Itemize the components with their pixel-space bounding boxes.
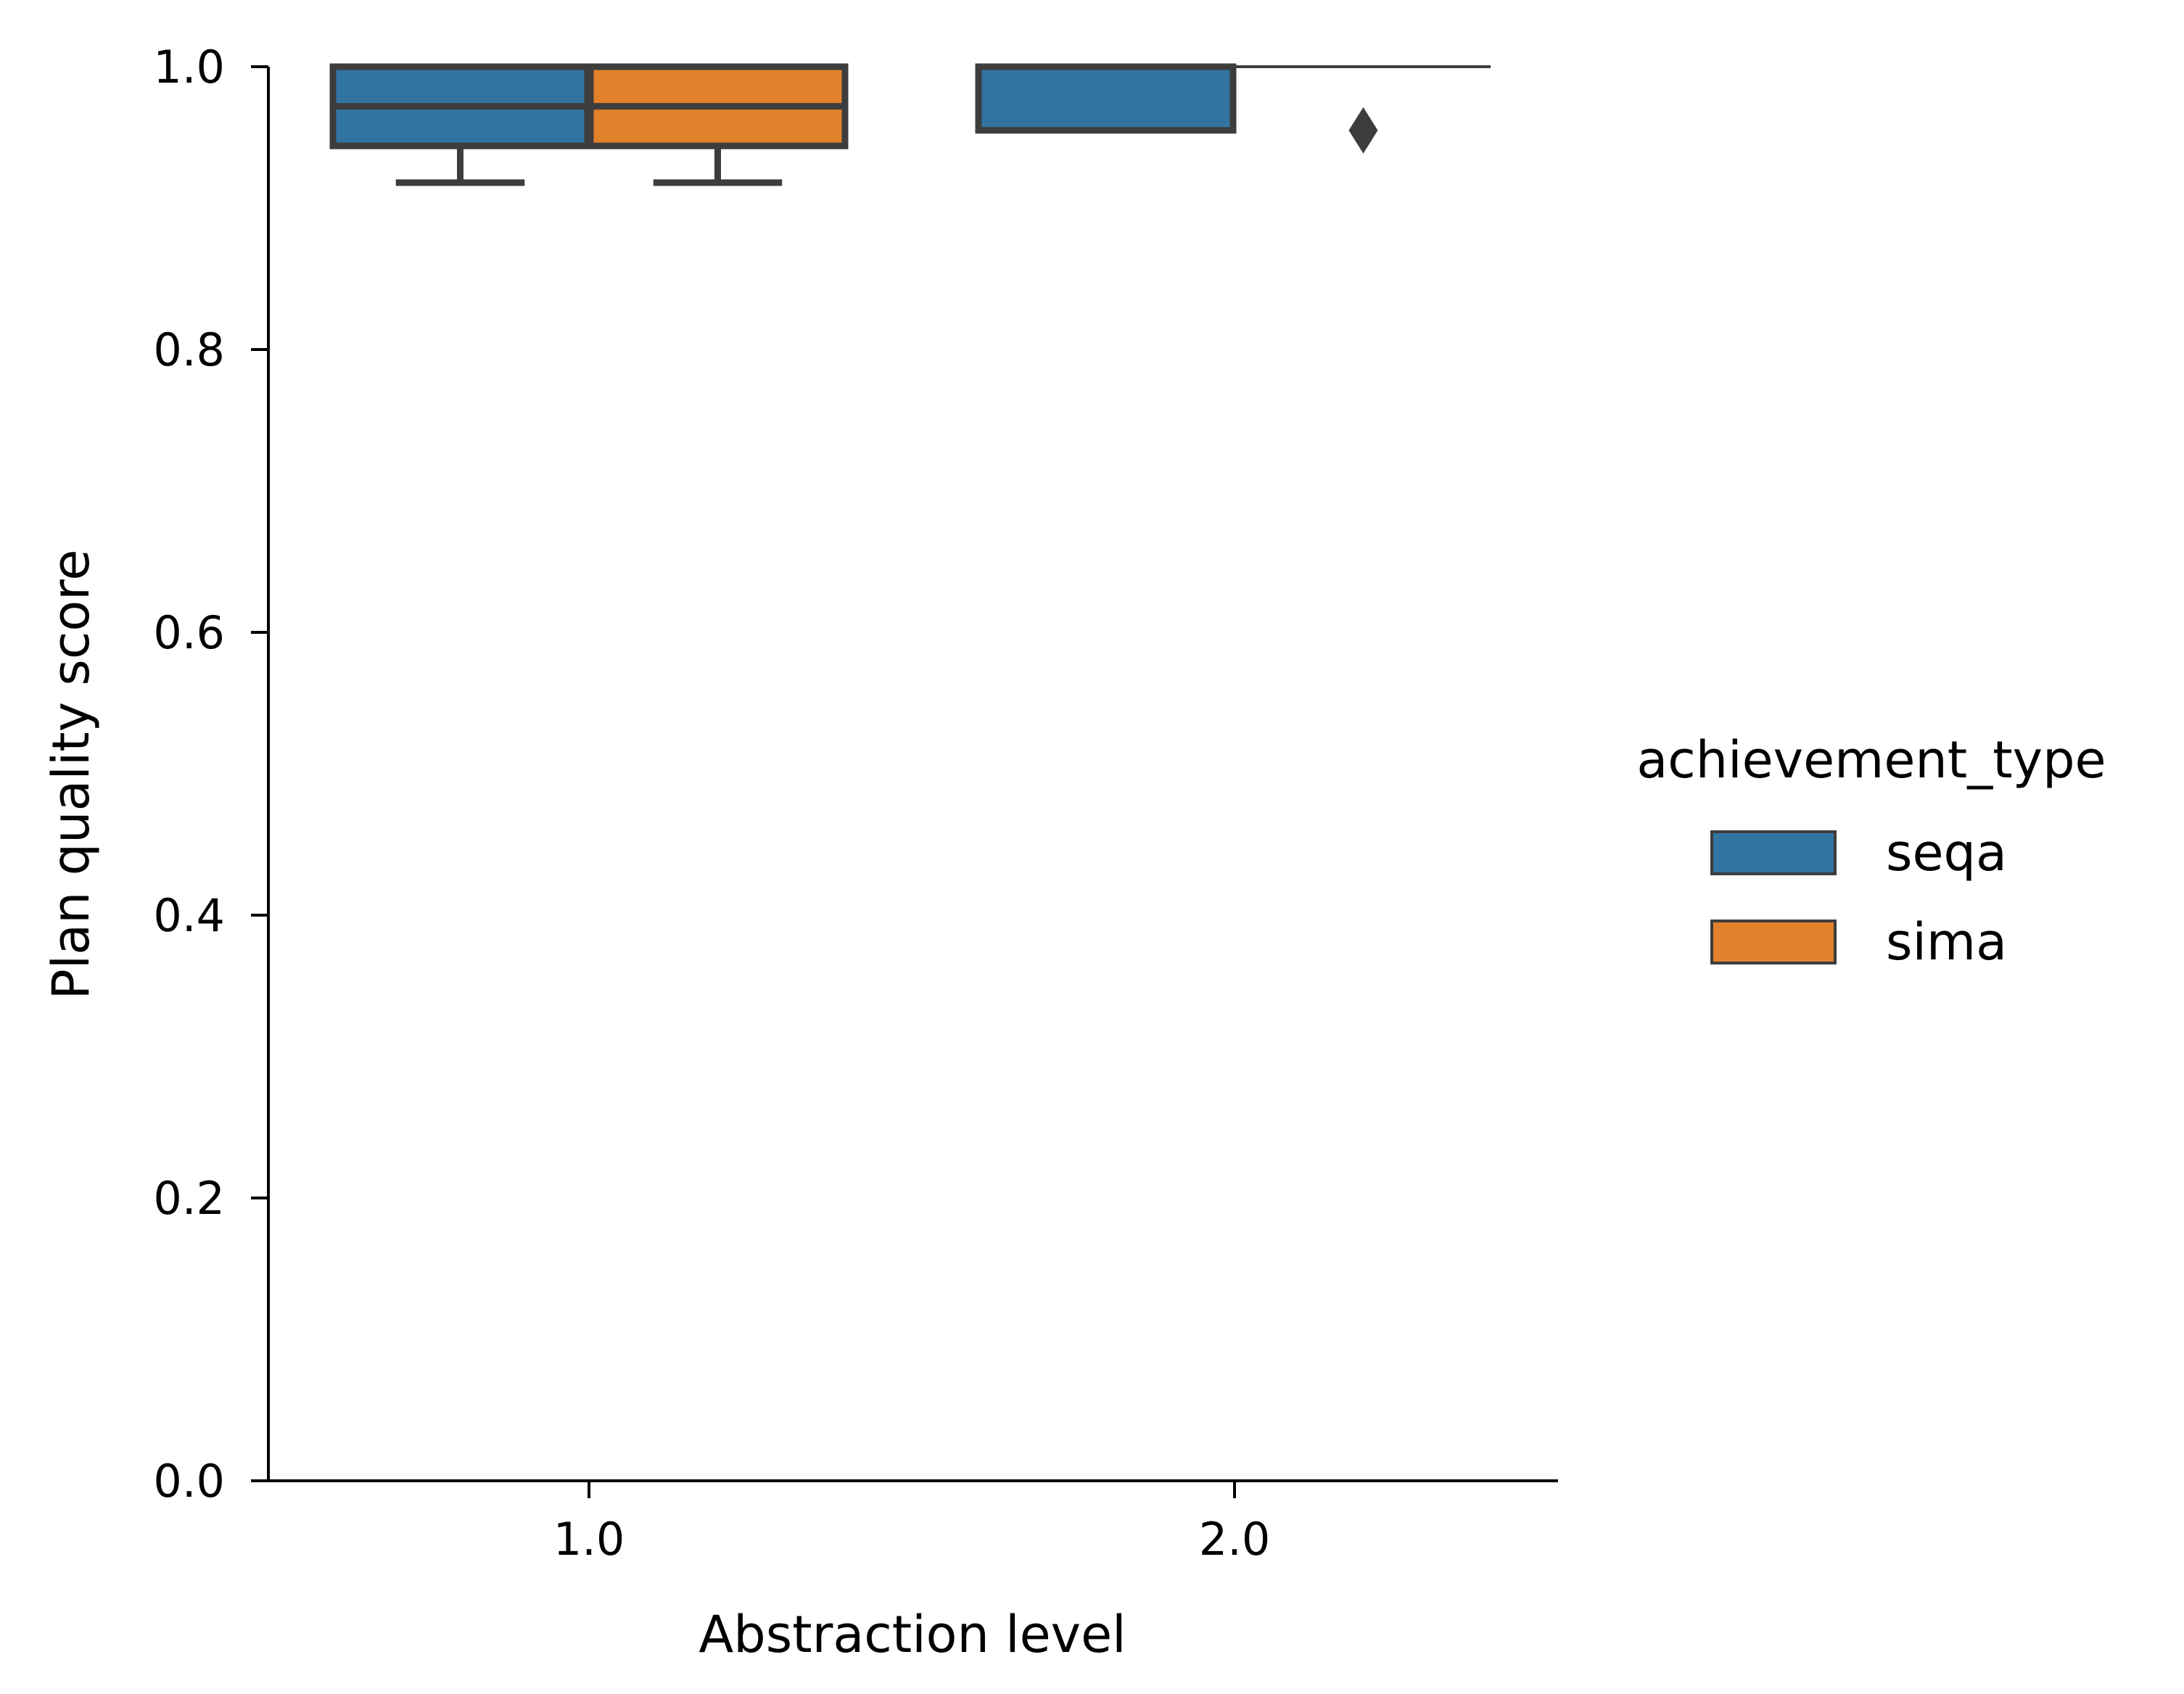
x-tick-label: 2.0: [1199, 1513, 1271, 1566]
legend-label-sima: sima: [1886, 912, 2007, 972]
ticks: 0.0 0.2 0.4 0.6 0.8 1.0 1.0 2.0: [153, 41, 1270, 1566]
y-tick-label: 0.0: [153, 1455, 225, 1508]
legend-swatch-seqa: [1710, 830, 1837, 875]
legend-title: achievement_type: [1636, 730, 2106, 790]
y-tick-label: 0.2: [153, 1172, 225, 1225]
y-tick-label: 0.6: [153, 606, 225, 659]
outlier-point-sima: [1348, 107, 1378, 154]
x-axis-title: Abstraction level: [699, 1605, 1126, 1664]
legend-swatch-sima: [1710, 920, 1837, 964]
legend: achievement_type seqa sima: [1636, 730, 2106, 972]
x-tick-label: 1.0: [553, 1513, 625, 1566]
axes: [267, 67, 1558, 1482]
y-tick-label: 0.8: [153, 323, 225, 376]
y-axis-title: Plan quality score: [41, 550, 101, 1000]
plot-area: [329, 63, 1491, 186]
y-tick-label: 0.4: [153, 889, 225, 942]
box-seqa: [975, 63, 1237, 134]
legend-label-seqa: seqa: [1886, 823, 2007, 883]
y-tick-label: 1.0: [153, 41, 225, 94]
